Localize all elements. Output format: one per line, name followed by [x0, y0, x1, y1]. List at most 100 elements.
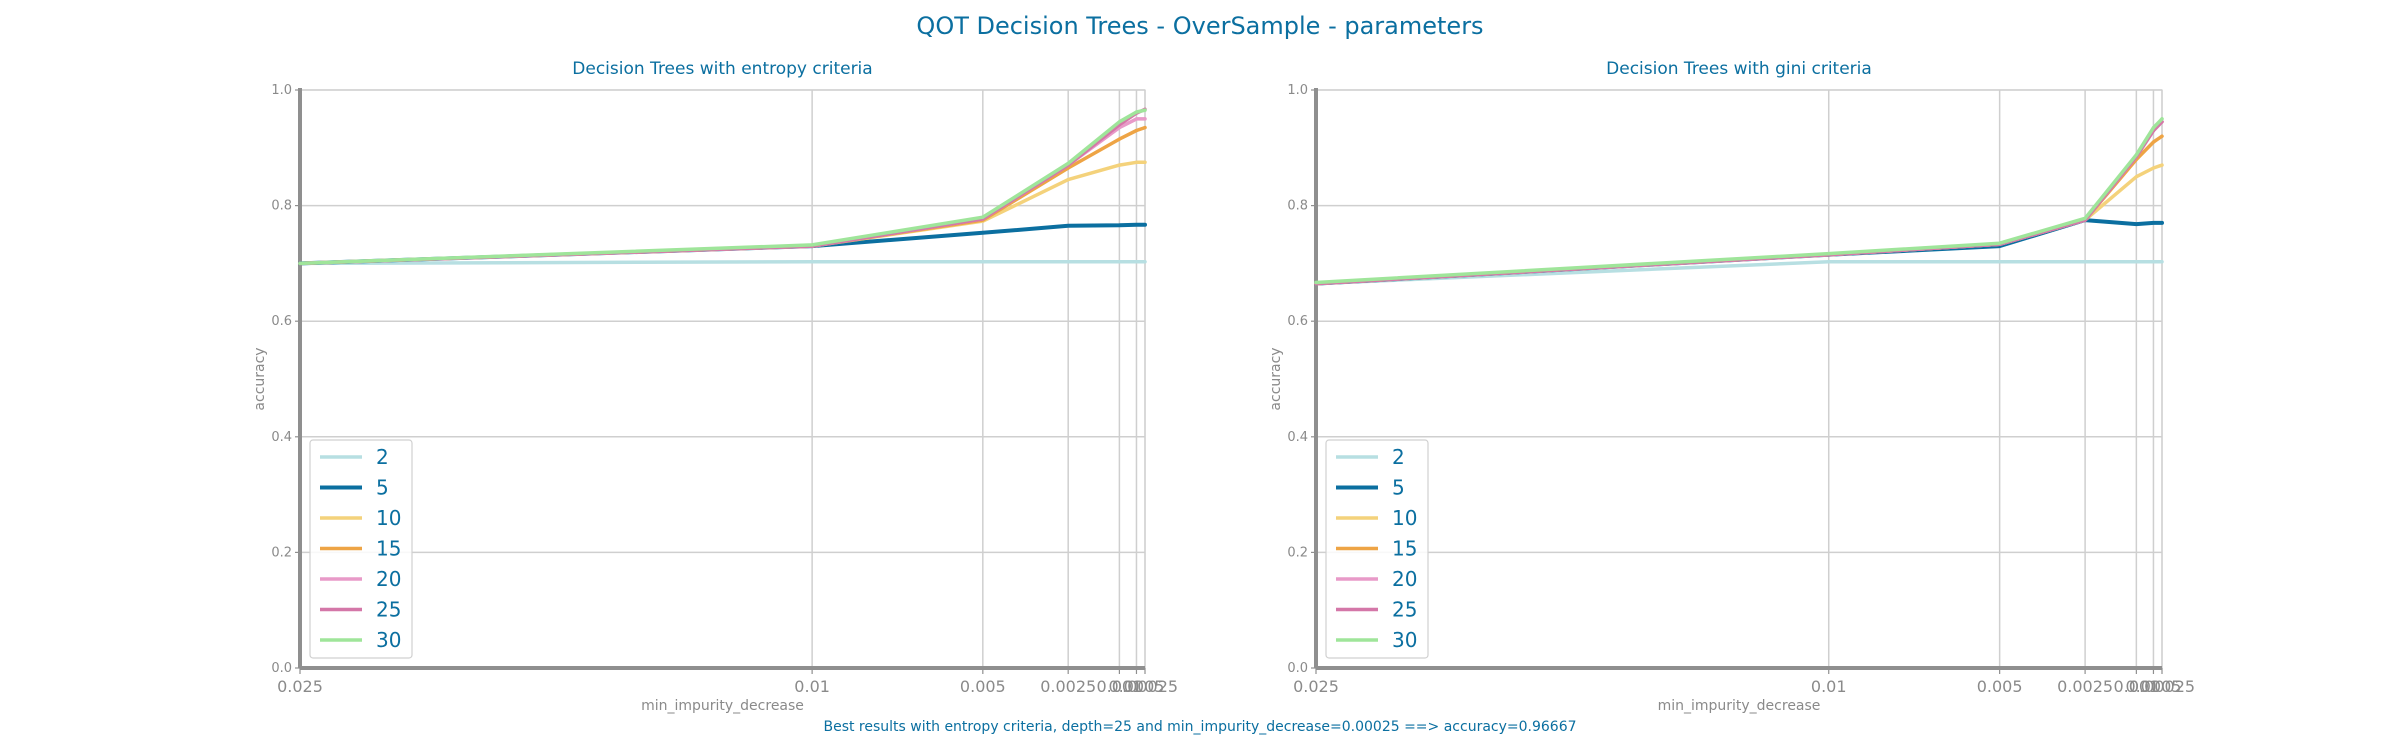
data-point-30 [981, 215, 985, 219]
data-point-10 [1066, 177, 1070, 182]
data-point-2 [1827, 260, 1831, 264]
data-point-30 [1314, 280, 1318, 285]
data-point-30 [810, 243, 814, 247]
data-point-10 [2134, 175, 2138, 179]
data-point-2 [810, 260, 814, 264]
data-point-5 [1117, 223, 1121, 227]
data-point-30 [2083, 216, 2087, 220]
x-tick-label: 0.0005 [2125, 677, 2181, 696]
legend-label: 25 [1392, 598, 1417, 622]
y-tick-label: 0.6 [1287, 314, 1308, 329]
legend-label: 30 [376, 628, 401, 652]
data-point-30 [2134, 153, 2138, 157]
chart-title: Decision Trees with entropy criteria [572, 59, 872, 79]
legend-label: 30 [1392, 628, 1417, 652]
figure-title: QOT Decision Trees - OverSample - parame… [916, 12, 1483, 40]
data-point-10 [1143, 160, 1147, 164]
x-tick-label: 0.01 [794, 677, 830, 696]
y-tick-label: 1.0 [1287, 83, 1308, 98]
y-tick-label: 0.8 [271, 199, 292, 214]
plot-frame [299, 89, 1146, 669]
data-point-30 [1998, 241, 2002, 245]
legend-label: 10 [1392, 506, 1417, 530]
data-point-15 [2151, 140, 2156, 144]
legend-label: 20 [1392, 567, 1417, 591]
plot-frame [1315, 89, 2163, 669]
x-tick-label: 0.005 [960, 677, 1006, 696]
x-tick-label: 0.001 [1096, 677, 1142, 696]
data-point-30 [1134, 110, 1139, 114]
series-line-2 [298, 259, 1147, 266]
data-point-30 [1827, 251, 1831, 256]
data-point-2 [981, 260, 985, 264]
legend-label: 2 [376, 445, 389, 469]
data-point-2 [1117, 260, 1121, 264]
x-tick-label: 0.001 [2113, 677, 2159, 696]
series-line-30 [298, 108, 1147, 266]
data-point-30 [2151, 125, 2156, 130]
x-axis-label: min_impurity_decrease [1658, 698, 1821, 714]
data-point-10 [2160, 163, 2164, 167]
legend-label: 15 [376, 537, 401, 561]
entropy-chart: 0.00.20.40.60.81.00.025 0.01 0.005 0.0025 0.… [252, 59, 1178, 714]
y-tick-label: 0.2 [271, 545, 292, 560]
data-point-15 [2160, 134, 2164, 138]
legend-label: 15 [1392, 537, 1417, 561]
legend-label: 5 [376, 476, 389, 500]
data-point-5 [1134, 223, 1139, 227]
x-tick-label: 0.00025 [1112, 677, 1178, 696]
series-line-20 [298, 117, 1147, 266]
series-line-30 [1314, 117, 2164, 285]
data-point-30 [1066, 161, 1070, 166]
data-point-15 [1117, 137, 1121, 141]
y-axis-label: accuracy [1268, 347, 1284, 410]
x-axis-label: min_impurity_decrease [641, 698, 804, 714]
series-line-25 [298, 107, 1147, 266]
x-tick-label: 0.025 [277, 677, 323, 696]
y-tick-label: 1.0 [271, 83, 292, 98]
y-axis-label: accuracy [252, 347, 268, 410]
chart-title: Decision Trees with gini criteria [1606, 59, 1872, 79]
y-tick-label: 0.4 [271, 430, 292, 445]
x-tick-label: 0.025 [1293, 677, 1339, 696]
data-point-5 [2160, 221, 2164, 225]
data-point-2 [2083, 260, 2087, 264]
best-results-footer: Best results with entropy criteria, dept… [823, 719, 1576, 735]
y-tick-label: 0.0 [1287, 661, 1308, 676]
legend-label: 20 [376, 567, 401, 591]
data-point-2 [1998, 260, 2002, 264]
data-point-2 [1134, 260, 1139, 264]
data-point-15 [1134, 128, 1139, 133]
x-tick-label: 0.00025 [2129, 677, 2195, 696]
y-tick-label: 0.2 [1287, 545, 1308, 560]
data-point-5 [2134, 222, 2138, 226]
data-point-5 [1143, 223, 1147, 227]
data-point-2 [1143, 260, 1147, 264]
y-tick-label: 0.6 [271, 314, 292, 329]
data-point-10 [1117, 163, 1121, 167]
data-point-5 [2151, 221, 2156, 225]
x-tick-label: 0.0025 [2057, 677, 2113, 696]
legend-label: 2 [1392, 445, 1405, 469]
data-point-20 [1134, 117, 1139, 121]
x-tick-label: 0.0025 [1040, 677, 1096, 696]
data-point-30 [1143, 108, 1147, 112]
data-point-10 [1134, 160, 1139, 164]
data-point-30 [2160, 117, 2164, 121]
gini-chart: 0.00.20.40.60.81.00.025 0.01 0.005 0.0025 0.… [1268, 59, 2195, 714]
data-point-30 [298, 261, 302, 265]
data-point-2 [1066, 260, 1070, 264]
data-point-2 [2151, 260, 2156, 264]
y-tick-label: 0.4 [1287, 430, 1308, 445]
y-tick-label: 0.0 [271, 661, 292, 676]
legend-label: 10 [376, 506, 401, 530]
data-point-20 [1143, 117, 1147, 121]
data-point-5 [1066, 224, 1070, 228]
data-point-2 [2160, 260, 2164, 264]
x-tick-label: 0.005 [1977, 677, 2023, 696]
data-point-2 [2134, 260, 2138, 264]
data-point-5 [981, 231, 985, 235]
series-line-2 [1314, 259, 2164, 286]
data-point-30 [1117, 120, 1121, 124]
